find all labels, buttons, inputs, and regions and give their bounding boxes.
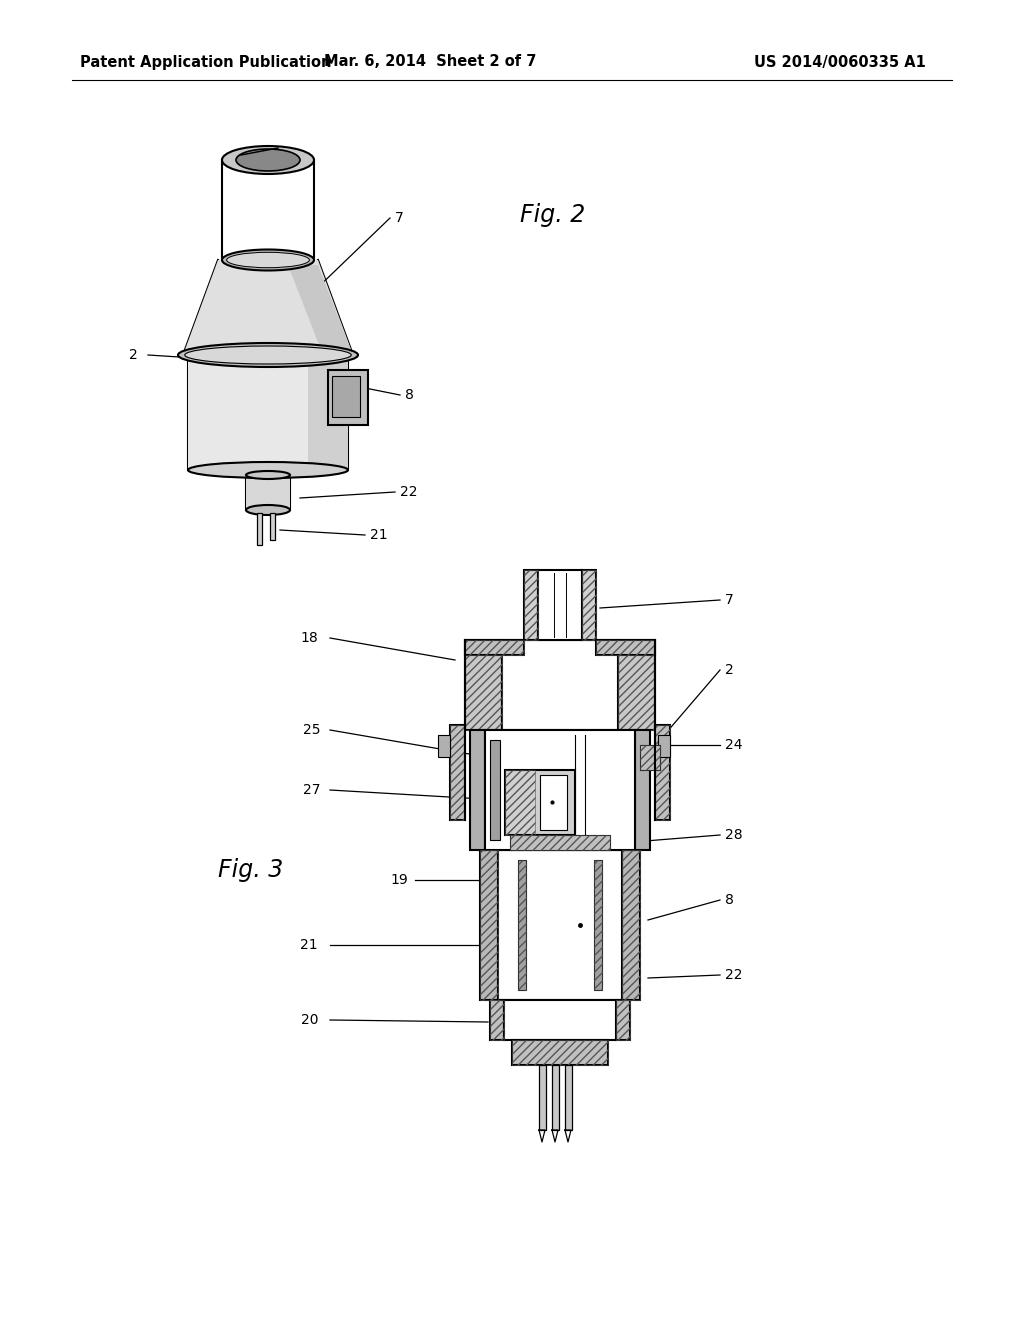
Bar xyxy=(518,861,526,990)
Bar xyxy=(622,850,640,1001)
Text: US 2014/0060335 A1: US 2014/0060335 A1 xyxy=(754,54,926,70)
Ellipse shape xyxy=(178,343,358,367)
Bar xyxy=(616,1001,630,1040)
Bar xyxy=(618,640,655,730)
Bar xyxy=(512,1040,608,1065)
Polygon shape xyxy=(288,265,353,355)
Text: 19: 19 xyxy=(390,873,408,887)
Ellipse shape xyxy=(246,506,290,515)
Bar xyxy=(498,850,622,1001)
Ellipse shape xyxy=(222,249,314,271)
Bar xyxy=(539,1065,546,1130)
Bar xyxy=(524,570,538,640)
Bar xyxy=(538,570,582,640)
Text: 8: 8 xyxy=(406,388,414,403)
Bar xyxy=(465,640,502,730)
Bar xyxy=(470,730,485,850)
Text: 28: 28 xyxy=(725,828,742,842)
Bar xyxy=(616,1001,630,1040)
Bar xyxy=(655,725,670,820)
Bar xyxy=(465,640,524,655)
Bar xyxy=(465,640,524,655)
Bar xyxy=(594,861,602,990)
Bar xyxy=(510,836,610,850)
Bar xyxy=(465,640,502,730)
Text: 18: 18 xyxy=(300,631,318,645)
Bar xyxy=(505,770,575,836)
Ellipse shape xyxy=(222,147,314,174)
Bar xyxy=(640,744,660,770)
Bar xyxy=(596,640,655,655)
Ellipse shape xyxy=(184,346,351,364)
Bar xyxy=(257,513,262,545)
Bar xyxy=(524,570,538,640)
Text: Fig. 3: Fig. 3 xyxy=(218,858,284,882)
Bar xyxy=(552,1065,559,1130)
Bar xyxy=(480,850,498,1001)
Bar xyxy=(490,1001,504,1040)
Bar xyxy=(596,640,655,655)
Bar xyxy=(635,730,650,850)
Text: Fig. 2: Fig. 2 xyxy=(520,203,586,227)
Text: 2: 2 xyxy=(129,348,138,362)
Bar xyxy=(565,1065,572,1130)
Ellipse shape xyxy=(246,471,290,479)
Bar xyxy=(450,725,465,820)
Bar xyxy=(622,850,640,1001)
Bar xyxy=(485,730,635,850)
Bar xyxy=(490,741,500,840)
Text: 22: 22 xyxy=(725,968,742,982)
Bar xyxy=(480,850,498,1001)
Bar xyxy=(328,370,368,425)
Text: 7: 7 xyxy=(725,593,734,607)
Text: 21: 21 xyxy=(370,528,388,543)
Ellipse shape xyxy=(236,149,300,172)
Polygon shape xyxy=(183,260,353,355)
Text: 24: 24 xyxy=(725,738,742,752)
Bar xyxy=(594,861,602,990)
Text: 22: 22 xyxy=(400,484,418,499)
Bar xyxy=(246,475,290,510)
Ellipse shape xyxy=(188,462,348,478)
Bar xyxy=(332,376,360,417)
Bar xyxy=(518,861,526,990)
Bar xyxy=(438,735,450,756)
Text: Mar. 6, 2014  Sheet 2 of 7: Mar. 6, 2014 Sheet 2 of 7 xyxy=(324,54,537,70)
Bar xyxy=(658,735,670,756)
Text: 20: 20 xyxy=(300,1012,318,1027)
Text: 25: 25 xyxy=(302,723,319,737)
Text: 21: 21 xyxy=(300,939,318,952)
Text: 2: 2 xyxy=(725,663,734,677)
Bar xyxy=(188,360,348,470)
Bar xyxy=(582,570,596,640)
Bar xyxy=(655,725,670,820)
Bar xyxy=(504,1001,616,1040)
Bar xyxy=(512,1040,608,1065)
Bar xyxy=(510,836,610,850)
Bar xyxy=(618,640,655,730)
Text: 8: 8 xyxy=(725,894,734,907)
Bar xyxy=(450,725,465,820)
Bar xyxy=(490,1001,504,1040)
Bar xyxy=(582,570,596,640)
Bar xyxy=(308,360,348,470)
Ellipse shape xyxy=(226,252,309,268)
Bar xyxy=(270,513,275,540)
Bar xyxy=(502,640,618,730)
Bar xyxy=(540,775,567,830)
Bar xyxy=(505,770,535,836)
Text: 27: 27 xyxy=(302,783,319,797)
Text: 7: 7 xyxy=(395,211,403,224)
Text: Patent Application Publication: Patent Application Publication xyxy=(80,54,332,70)
Bar xyxy=(640,744,660,770)
